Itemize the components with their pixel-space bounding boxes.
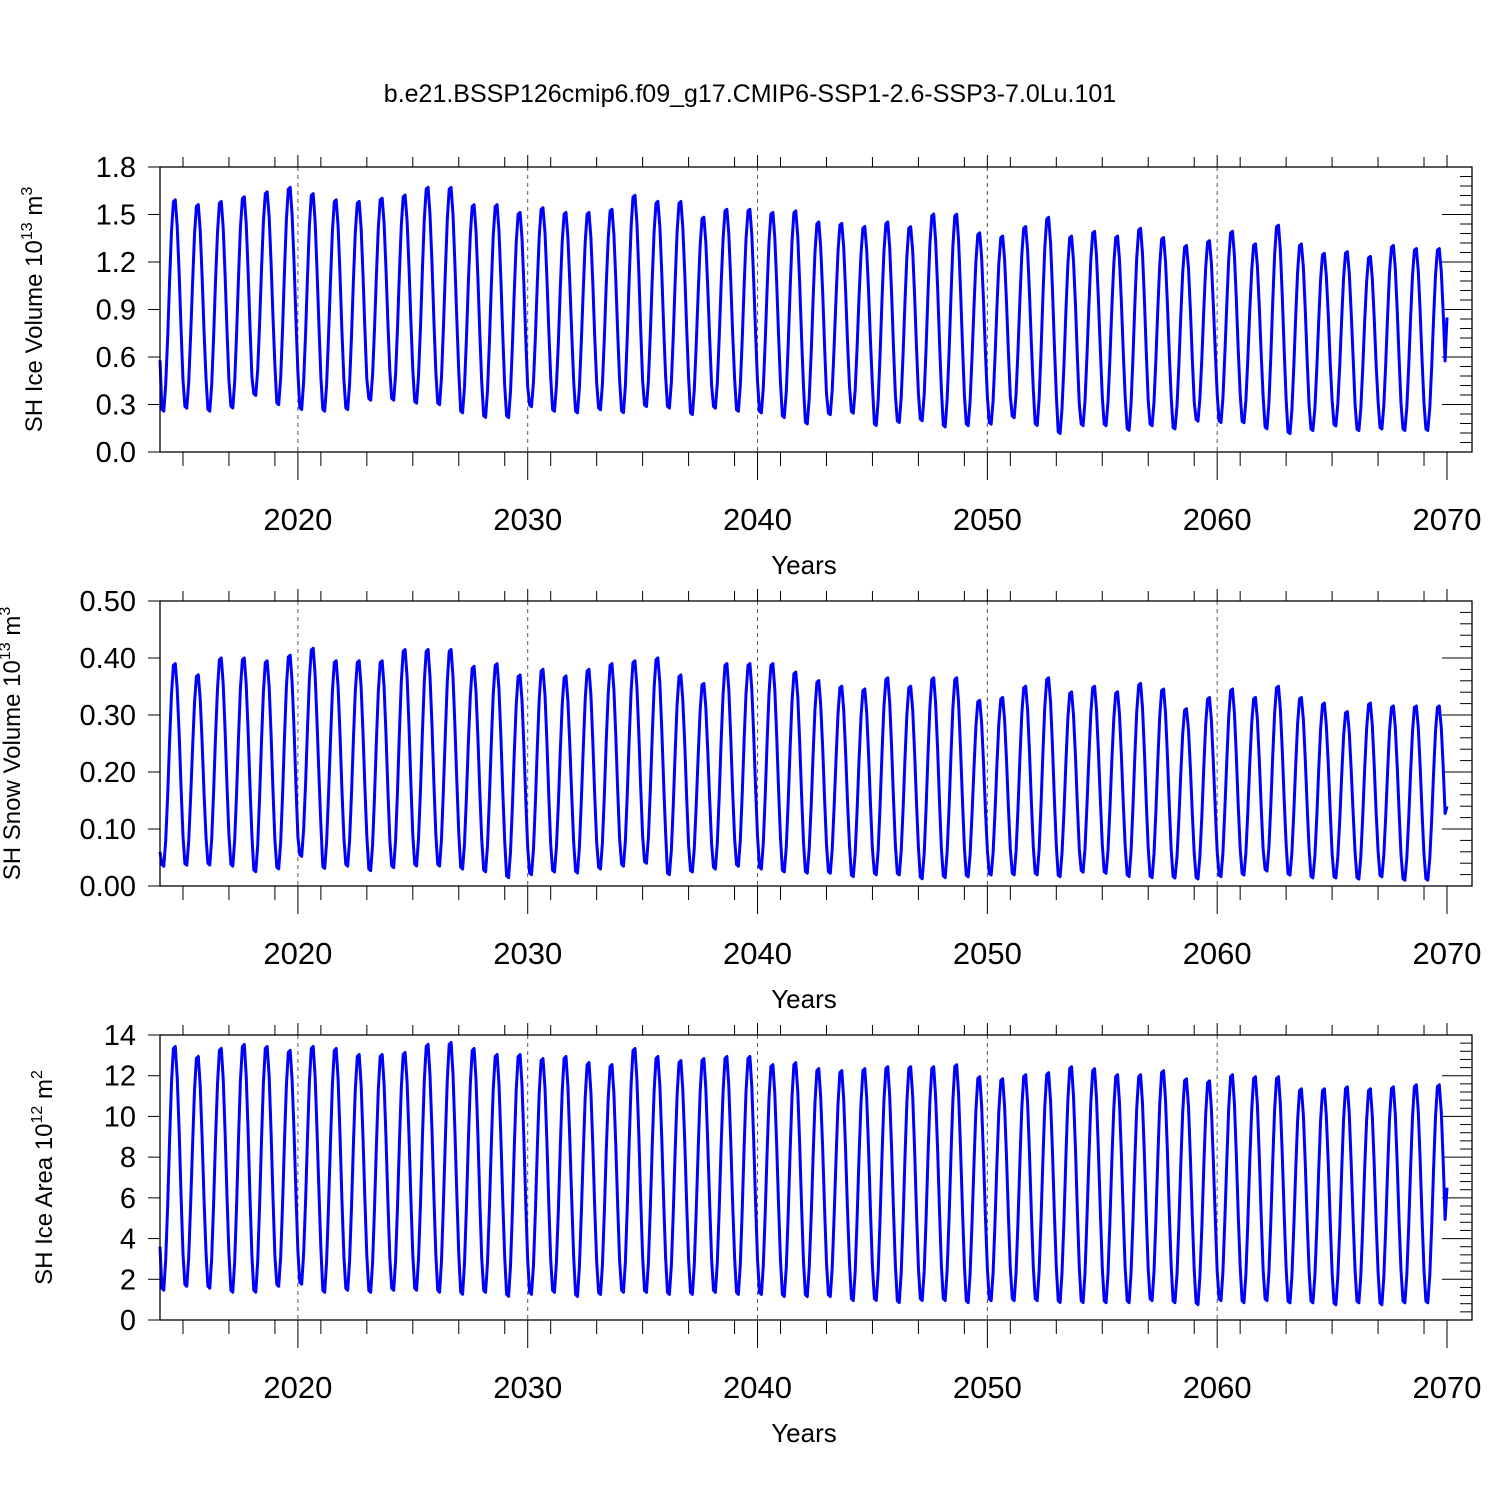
y-tick-label: 0.40 [80,643,136,675]
y-axis-label: SH Ice Area 1012 m2 [29,1070,58,1285]
x-tick-label: 2060 [1183,936,1252,971]
x-tick-label: 2040 [723,502,792,537]
y-tick-label: 2 [120,1264,136,1296]
x-axis-label: Years [771,984,837,1014]
x-tick-label: 2050 [953,502,1022,537]
axis-ticks [148,589,1472,914]
y-axis-label-unit-exponent: 2 [29,1070,46,1079]
y-tick-label: 0.00 [80,871,136,903]
y-axis-label-unit: m [21,196,48,223]
y-axis-label: SH Snow Volume 1013 m3 [0,607,26,881]
x-axis-label: Years [771,550,837,580]
x-tick-label: 2060 [1183,502,1252,537]
y-axis-label-exponent: 12 [29,1106,46,1124]
x-tick-label: 2020 [263,1370,332,1405]
y-axis-label-unit-exponent: 3 [19,187,36,196]
y-axis-label-main: SH Ice Volume 10 [21,240,48,432]
plot-frame [159,166,1473,453]
x-tick-label: 2030 [493,936,562,971]
x-tick-label: 2050 [953,936,1022,971]
data-series [158,185,1449,436]
x-tick-label: 2050 [953,1370,1022,1405]
x-tick-label: 2070 [1413,936,1482,971]
data-series [158,1041,1449,1307]
y-tick-label: 1.5 [96,200,136,232]
chart-title: b.e21.BSSP126cmip6.f09_g17.CMIP6-SSP1-2.… [384,80,1116,108]
x-tick-label: 2020 [263,502,332,537]
y-tick-label: 0.20 [80,757,136,789]
y-tick-label: 0.3 [96,390,136,422]
y-tick-label: 0.0 [96,437,136,469]
y-tick-label: 1.2 [96,247,136,279]
y-tick-label: 8 [120,1142,136,1174]
x-tick-label: 2020 [263,936,332,971]
axis-ticks [148,155,1472,480]
y-axis-label-unit: m [0,616,26,643]
data-series [158,646,1449,882]
x-tick-label: 2040 [723,1370,792,1405]
series-line [158,185,1449,436]
plot-frame [159,600,1473,887]
y-axis-label-main: SH Snow Volume 10 [0,660,26,880]
y-tick-label: 0.10 [80,814,136,846]
y-tick-label: 4 [120,1224,136,1256]
plot-frame [159,1034,1473,1321]
y-tick-label: 0.6 [96,342,136,374]
x-tick-label: 2070 [1413,502,1482,537]
y-axis-label-unit-exponent: 3 [0,607,14,616]
tick-labels: 2020 2030 2040 2050 2060 2070 0.00 0.10 0.20 0.30… [80,586,1482,971]
y-tick-label: 10 [104,1101,136,1133]
y-axis-label-main: SH Ice Area 10 [31,1123,58,1284]
y-axis-label-exponent: 13 [0,642,14,660]
y-axis-label-exponent: 13 [19,222,36,240]
y-tick-label: 0 [120,1305,136,1337]
x-tick-label: 2070 [1413,1370,1482,1405]
x-tick-label: 2060 [1183,1370,1252,1405]
x-tick-label: 2040 [723,936,792,971]
series-line [158,1041,1449,1307]
y-axis-label: SH Ice Volume 1013 m3 [19,187,48,433]
y-axis-label-unit: m [31,1079,58,1106]
y-tick-label: 0.50 [80,586,136,618]
x-axis-label: Years [771,1418,837,1448]
y-tick-label: 6 [120,1183,136,1215]
x-tick-label: 2030 [493,1370,562,1405]
y-tick-label: 1.8 [96,152,136,184]
x-tick-label: 2030 [493,502,562,537]
tick-labels: 2020 2030 2040 2050 2060 2070 0.0 0.3 0.6 0.9 1.2 1… [96,152,1482,537]
y-tick-label: 12 [104,1061,136,1093]
series-line [158,646,1449,882]
y-tick-label: 0.9 [96,295,136,327]
y-tick-label: 14 [104,1020,136,1052]
panel-sh-ice-area: 2020 2030 2040 2050 2060 2070 0 2 4 6 8 10 12 14 Year… [29,1020,1481,1448]
panel-sh-snow-volume: 2020 2030 2040 2050 2060 2070 0.00 0.10 0.20 0.30… [0,586,1481,1014]
panel-sh-ice-volume: 2020 2030 2040 2050 2060 2070 0.0 0.3 0.6 0.9 1.2 1… [19,152,1481,580]
tick-labels: 2020 2030 2040 2050 2060 2070 0 2 4 6 8 10 12 14 [104,1020,1482,1405]
y-tick-label: 0.30 [80,700,136,732]
